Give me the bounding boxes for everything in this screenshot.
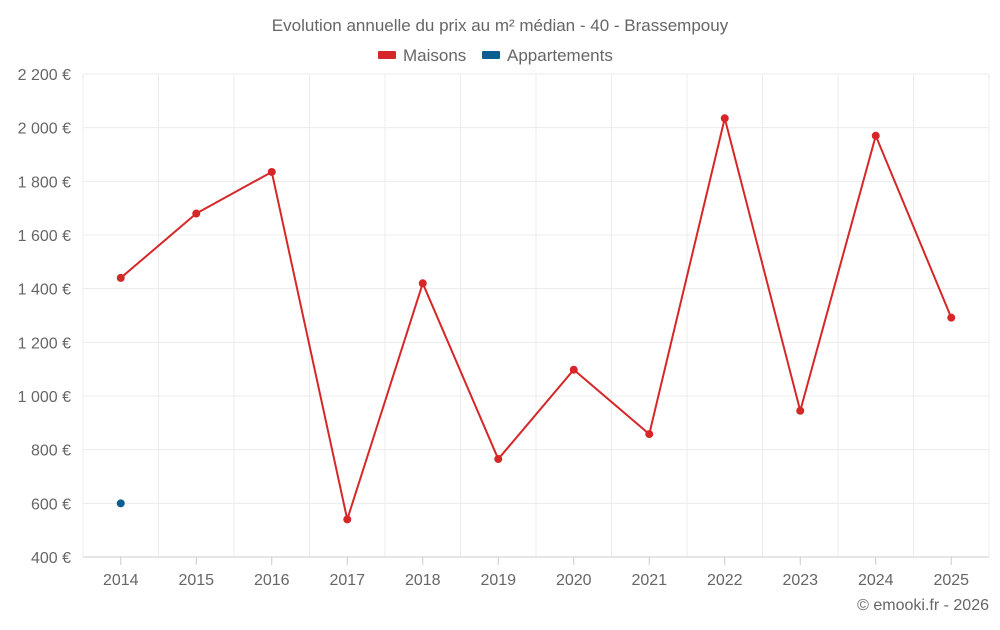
y-tick-label: 800 € [31, 443, 71, 460]
y-axis: 400 € 600 € 800 € 1 000 € 1 200 € 1 400 € 1 60… [18, 67, 71, 567]
data-point-maisons[interactable] [116, 273, 125, 282]
legend-item-maisons[interactable]: Maisons [378, 46, 466, 65]
x-tick-label: 2025 [933, 572, 969, 589]
x-tick-label: 2018 [405, 572, 441, 589]
data-point-maisons[interactable] [569, 365, 578, 374]
x-tick-label: 2020 [556, 572, 592, 589]
data-point-maisons[interactable] [947, 313, 956, 322]
x-tick-label: 2019 [480, 572, 516, 589]
y-tick-label: 1 200 € [18, 335, 71, 352]
x-axis: 2014 2015 2016 2017 2018 2019 2020 2021 2022 2023… [83, 556, 989, 589]
credit-text: © emooki.fr - 2026 [857, 597, 989, 614]
y-tick-label: 2 200 € [18, 67, 71, 84]
data-point-maisons[interactable] [418, 279, 427, 288]
data-point-maisons[interactable] [720, 114, 729, 123]
legend-swatch-appartements [482, 51, 500, 59]
legend-label-maisons: Maisons [403, 46, 466, 65]
data-point-maisons[interactable] [494, 455, 503, 464]
x-tick-label: 2024 [858, 572, 894, 589]
x-tick-label: 2014 [103, 572, 139, 589]
legend: Maisons Appartements [378, 46, 613, 65]
y-tick-label: 1 800 € [18, 174, 71, 191]
data-point-maisons[interactable] [796, 406, 805, 415]
legend-label-appartements: Appartements [507, 46, 613, 65]
legend-item-appartements[interactable]: Appartements [482, 46, 613, 65]
data-point-maisons[interactable] [192, 209, 201, 218]
y-tick-label: 2 000 € [18, 121, 71, 138]
y-tick-label: 1 600 € [18, 228, 71, 245]
y-tick-label: 1 000 € [18, 389, 71, 406]
series-line-maisons [120, 117, 953, 521]
x-tick-label: 2021 [631, 572, 667, 589]
data-point-maisons[interactable] [267, 167, 276, 176]
y-tick-label: 600 € [31, 496, 71, 513]
series-layer [116, 114, 956, 524]
x-tick-label: 2022 [707, 572, 743, 589]
y-tick-label: 1 400 € [18, 282, 71, 299]
x-tick-label: 2023 [782, 572, 818, 589]
chart-title: Evolution annuelle du prix au m² médian … [272, 16, 729, 35]
legend-swatch-maisons [378, 51, 396, 59]
data-point-maisons[interactable] [645, 430, 654, 439]
data-point-appartements[interactable] [116, 499, 125, 508]
y-tick-label: 400 € [31, 550, 71, 567]
x-tick-label: 2015 [178, 572, 214, 589]
data-point-maisons[interactable] [343, 515, 352, 524]
data-point-maisons[interactable] [871, 131, 880, 140]
grid [82, 73, 990, 557]
x-tick-label: 2016 [254, 572, 290, 589]
x-tick-label: 2017 [329, 572, 365, 589]
